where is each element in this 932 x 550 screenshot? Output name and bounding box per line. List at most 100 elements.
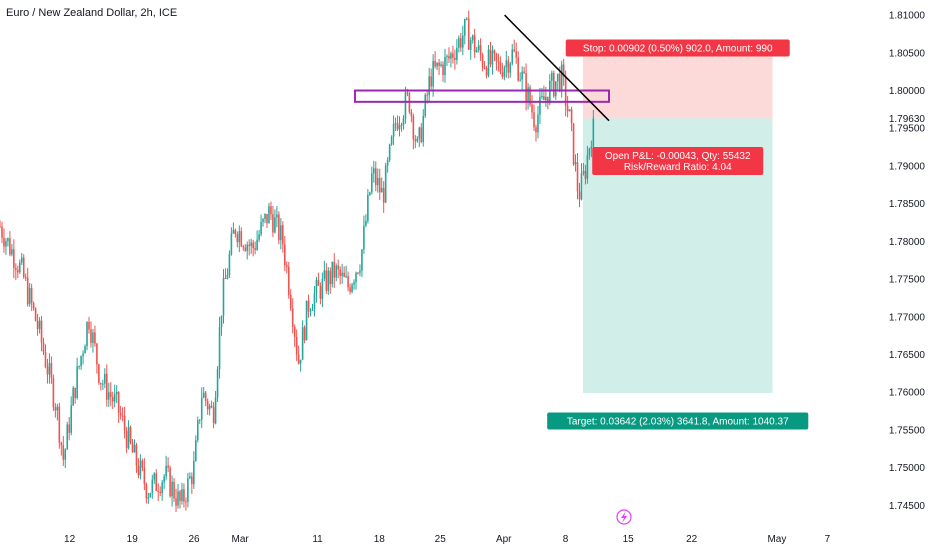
candle [96, 342, 98, 374]
candle [131, 438, 134, 453]
candle [11, 244, 13, 257]
candle [62, 435, 65, 466]
candle [181, 482, 183, 505]
candle [339, 266, 341, 285]
candle [402, 115, 405, 130]
candle [115, 385, 118, 404]
candle [107, 382, 110, 407]
candle [100, 382, 102, 391]
candle [507, 56, 510, 79]
candle [491, 45, 494, 75]
candle [384, 162, 387, 204]
candle [505, 50, 508, 78]
candle [394, 117, 397, 132]
x-tick-label: 15 [623, 534, 635, 545]
x-axis: 12 19 26 Mar 11 18 25 Apr 8 15 22 May 7 [64, 534, 831, 545]
candle [473, 28, 476, 58]
x-tick-label: Mar [232, 534, 250, 545]
candle [143, 458, 146, 491]
candle [311, 303, 314, 312]
candle [333, 252, 336, 289]
trendline[interactable] [504, 14, 610, 122]
x-tick-label: 12 [64, 534, 76, 545]
candle [262, 217, 264, 227]
candle [315, 276, 318, 303]
pnl-label[interactable]: Open P&L: -0.00043, Qty: 55432Risk/Rewar… [592, 147, 764, 175]
candle [214, 390, 217, 425]
candle [347, 271, 349, 292]
candle [562, 58, 565, 86]
candle [111, 391, 114, 409]
y-tick-label: 1.78000 [889, 237, 926, 248]
candle [343, 266, 345, 278]
resistance-box[interactable] [353, 89, 610, 103]
candle [444, 48, 446, 83]
candle [274, 209, 276, 234]
candle [428, 67, 430, 103]
candle [106, 364, 108, 407]
candle [487, 44, 490, 78]
candle [88, 316, 90, 334]
candle [418, 126, 421, 148]
candle [303, 325, 306, 344]
y-tick-label: 1.77500 [889, 275, 926, 286]
candle [119, 405, 122, 420]
candle [422, 109, 425, 147]
candle [345, 265, 347, 279]
candle [177, 483, 179, 509]
candle [331, 261, 334, 288]
candle [125, 426, 128, 454]
candle [442, 61, 444, 82]
x-tick-label: 26 [188, 534, 200, 545]
candle [28, 283, 31, 307]
candle [5, 238, 7, 255]
candle [586, 145, 589, 184]
candle [0, 220, 1, 228]
candle [70, 396, 73, 436]
target-label[interactable]: Target: 0.03642 (2.03%) 3641.8, Amount: … [547, 412, 809, 430]
x-tick-label: Apr [496, 534, 512, 545]
candle [369, 191, 371, 196]
stop-zone[interactable] [582, 52, 773, 119]
x-tick-label: 25 [435, 534, 447, 545]
candle [572, 123, 575, 167]
candle [495, 52, 498, 71]
candle [380, 177, 383, 193]
stop-label[interactable]: Stop: 0.00902 (0.50%) 902.0, Amount: 990 [565, 39, 790, 57]
candle [527, 83, 529, 110]
candle [371, 166, 373, 195]
candle [560, 60, 563, 98]
candle [38, 317, 41, 334]
candle [582, 163, 585, 176]
y-tick-label: 1.81000 [889, 11, 926, 22]
candle [185, 497, 187, 511]
candle [94, 325, 96, 347]
candle [497, 53, 500, 72]
candle [222, 269, 225, 324]
candle [503, 65, 506, 81]
candle [390, 135, 393, 146]
candle [317, 272, 320, 287]
candles [0, 10, 595, 513]
candle [15, 263, 17, 281]
candle [54, 403, 57, 418]
candle [234, 228, 237, 238]
candle [511, 44, 514, 66]
y-tick-label: 1.79500 [889, 124, 926, 135]
candle [282, 221, 284, 253]
candle [529, 84, 531, 107]
candle [410, 109, 413, 123]
candle [462, 25, 464, 56]
candle [552, 70, 555, 98]
lightning-icon[interactable] [616, 509, 632, 525]
candle [3, 228, 5, 253]
candle [208, 403, 211, 416]
candle [556, 73, 559, 91]
candle [52, 374, 55, 412]
candle [309, 308, 312, 317]
candle [568, 109, 571, 112]
candle [212, 402, 215, 429]
candle [183, 483, 185, 508]
candle [305, 300, 308, 341]
